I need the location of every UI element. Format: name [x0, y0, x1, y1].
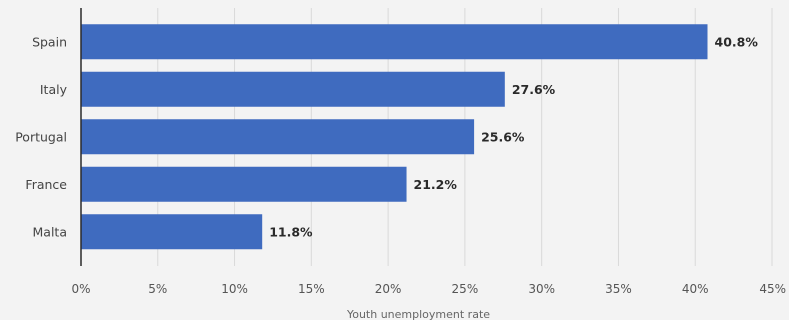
bar-spain	[81, 24, 708, 60]
x-tick-label-15: 15%	[298, 282, 325, 296]
bar-portugal	[81, 119, 475, 155]
x-tick-label-25: 25%	[452, 282, 479, 296]
bar-france	[81, 166, 407, 202]
category-label-malta: Malta	[33, 224, 67, 239]
bar-italy	[81, 71, 505, 107]
value-label-france: 21.2%	[414, 177, 458, 192]
bar-malta	[81, 214, 263, 250]
category-label-portugal: Portugal	[15, 129, 67, 144]
category-label-france: France	[25, 177, 67, 192]
x-tick-label-45: 45%	[759, 282, 786, 296]
value-label-portugal: 25.6%	[481, 129, 525, 144]
x-tick-label-10: 10%	[221, 282, 248, 296]
x-axis-title: Youth unemployment rate	[346, 308, 490, 320]
x-tick-label-35: 35%	[605, 282, 632, 296]
category-label-italy: Italy	[40, 82, 68, 97]
x-tick-label-0: 0%	[71, 282, 90, 296]
x-tick-label-5: 5%	[148, 282, 167, 296]
value-label-spain: 40.8%	[715, 34, 759, 49]
x-tick-label-30: 30%	[528, 282, 555, 296]
category-label-spain: Spain	[32, 34, 67, 49]
value-label-malta: 11.8%	[269, 224, 313, 239]
value-label-italy: 27.6%	[512, 82, 556, 97]
x-tick-label-20: 20%	[375, 282, 402, 296]
x-tick-label-40: 40%	[682, 282, 709, 296]
